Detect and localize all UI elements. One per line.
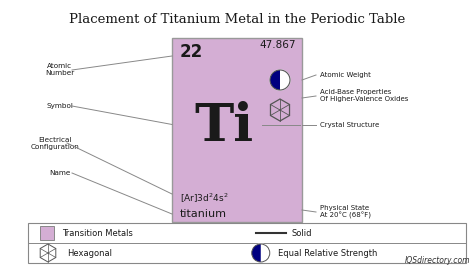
Wedge shape	[270, 70, 280, 90]
Text: $\mathregular{[Ar]3d^24s^2}$: $\mathregular{[Ar]3d^24s^2}$	[180, 192, 228, 205]
Text: titanium: titanium	[180, 209, 227, 219]
Text: Atomic
Number: Atomic Number	[46, 64, 74, 77]
Text: Hexagonal: Hexagonal	[67, 248, 112, 257]
Circle shape	[252, 244, 270, 262]
Text: Acid-Base Properties
Of Higher-Valence Oxides: Acid-Base Properties Of Higher-Valence O…	[320, 89, 409, 102]
Text: Ti: Ti	[194, 101, 254, 152]
Text: Electrical
Configuration: Electrical Configuration	[31, 136, 79, 149]
Text: 22: 22	[180, 43, 203, 61]
Text: Name: Name	[49, 170, 71, 176]
Text: 47.867: 47.867	[259, 40, 296, 50]
Text: Solid: Solid	[292, 228, 312, 238]
Bar	[28, 223, 466, 263]
Text: Crystal Structure: Crystal Structure	[320, 122, 379, 128]
Wedge shape	[252, 244, 261, 262]
Text: Transition Metals: Transition Metals	[62, 228, 133, 238]
Text: Symbol: Symbol	[46, 103, 73, 109]
Bar	[172, 38, 302, 222]
Text: Physical State
At 20°C (68°F): Physical State At 20°C (68°F)	[320, 205, 371, 219]
Text: IQSdirectory.com: IQSdirectory.com	[404, 256, 470, 265]
Bar	[40, 226, 54, 240]
Text: Atomic Weight: Atomic Weight	[320, 72, 371, 78]
Text: Equal Relative Strength: Equal Relative Strength	[278, 248, 377, 257]
Text: Placement of Titanium Metal in the Periodic Table: Placement of Titanium Metal in the Perio…	[69, 13, 405, 26]
Circle shape	[270, 70, 290, 90]
